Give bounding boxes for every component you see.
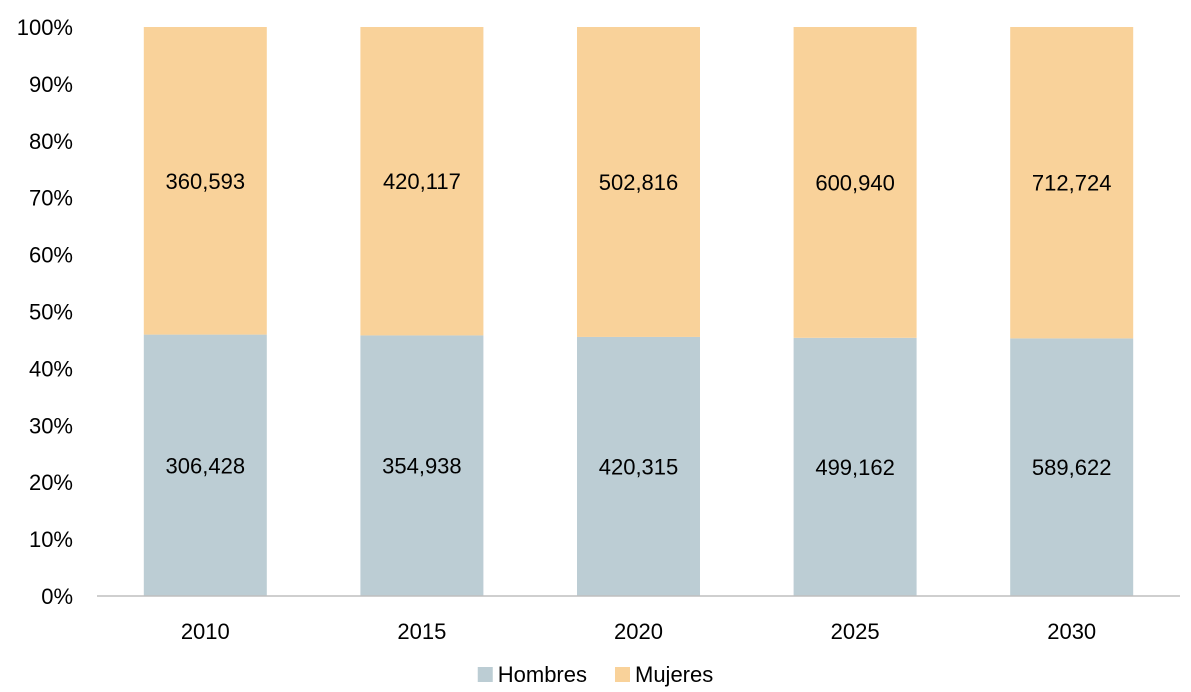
data-label: 420,315	[599, 454, 679, 479]
y-axis-tick-labels: 0% 10% 20% 30% 40% 50% 60% 70% 80% 90% 100%	[17, 15, 73, 609]
data-label: 360,593	[166, 169, 246, 194]
x-tick-label: 2025	[831, 619, 880, 644]
y-tick-label: 90%	[29, 72, 73, 97]
x-tick-label: 2015	[397, 619, 446, 644]
data-label: 502,816	[599, 170, 679, 195]
bar-segment-mujeres-2025	[793, 27, 917, 338]
y-tick-label: 10%	[29, 527, 73, 552]
legend: Hombres Mujeres	[477, 662, 713, 687]
y-tick-label: 80%	[29, 129, 73, 154]
y-tick-label: 60%	[29, 243, 73, 268]
legend-label-hombres: Hombres	[498, 662, 587, 687]
data-label: 600,940	[815, 170, 895, 195]
data-label: 354,938	[382, 454, 462, 479]
data-label: 420,117	[383, 169, 461, 194]
y-tick-label: 0%	[41, 584, 73, 609]
bar-segment-hombres-2025	[793, 337, 917, 596]
x-tick-label: 2010	[181, 619, 230, 644]
bar-segment-hombres-2020	[577, 336, 700, 596]
legend-swatch-hombres	[477, 667, 493, 682]
data-label: 712,724	[1032, 171, 1112, 196]
y-tick-label: 50%	[29, 300, 73, 325]
legend-label-mujeres: Mujeres	[635, 662, 713, 687]
bar-segment-mujeres-2015	[360, 27, 484, 336]
bar-segment-mujeres-2010	[143, 27, 267, 335]
data-label: 306,428	[166, 453, 246, 478]
legend-swatch-mujeres	[615, 667, 630, 682]
data-label: 589,622	[1032, 455, 1112, 480]
y-tick-label: 70%	[29, 186, 73, 211]
x-axis-tick-labels: 2010 2015 2020 2025 2030	[181, 619, 1096, 644]
bar-segment-hombres-2030	[1010, 338, 1134, 596]
x-tick-label: 2020	[614, 619, 663, 644]
y-tick-label: 20%	[29, 470, 73, 495]
y-tick-label: 40%	[29, 356, 73, 381]
y-tick-label: 30%	[29, 413, 73, 438]
bar-segment-mujeres-2020	[577, 27, 700, 337]
x-tick-label: 2030	[1047, 619, 1096, 644]
data-labels: 306,428 360,593 354,938 420,117 420,315 502,8…	[166, 169, 1112, 480]
bars	[143, 27, 1134, 596]
bar-segment-hombres-2015	[360, 335, 484, 596]
bar-segment-hombres-2010	[143, 334, 267, 596]
data-label: 499,162	[815, 455, 895, 480]
y-tick-label: 100%	[17, 15, 73, 40]
bar-segment-mujeres-2030	[1010, 27, 1134, 339]
